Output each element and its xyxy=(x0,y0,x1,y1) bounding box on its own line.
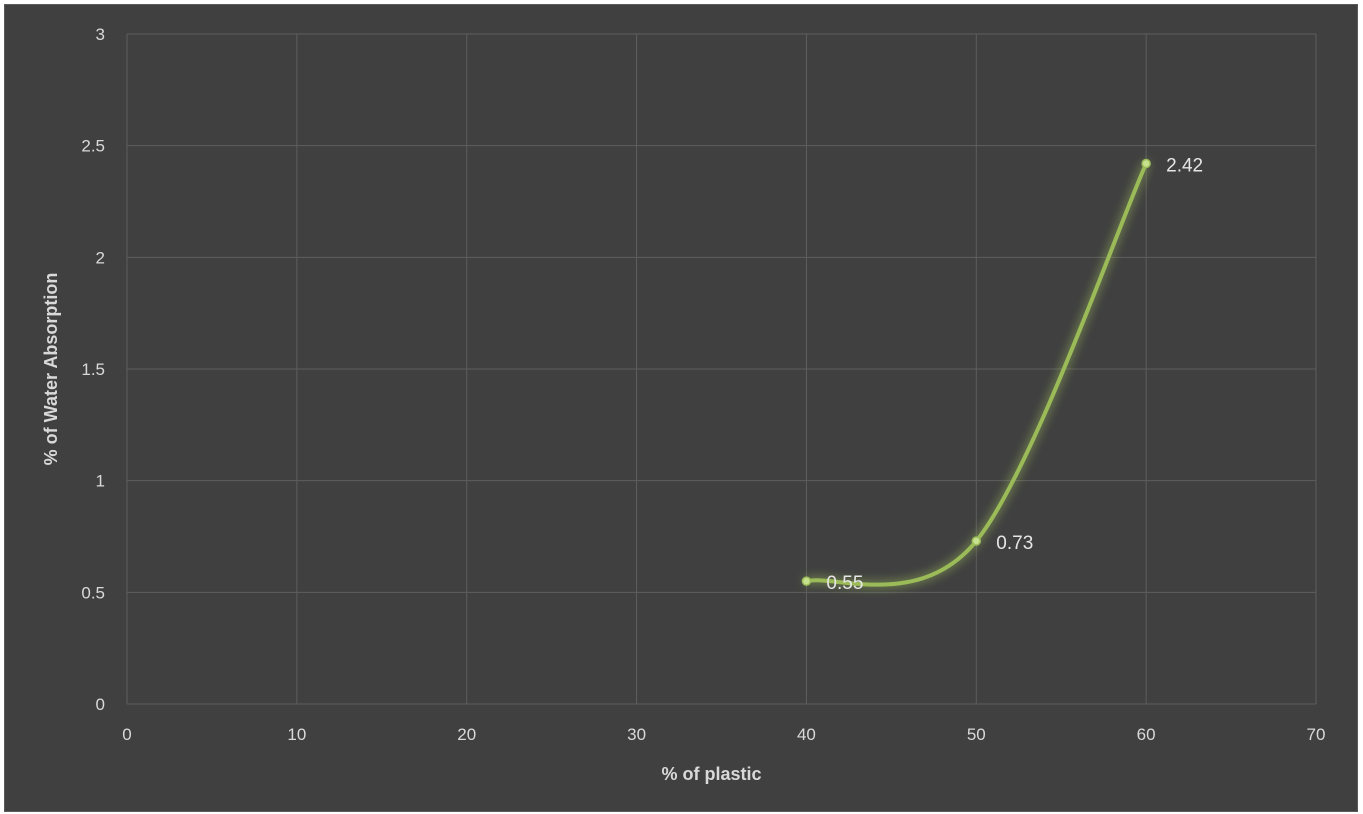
data-point xyxy=(971,536,982,546)
data-label: 0.73 xyxy=(996,533,1033,554)
chart-svg: 0 10 20 30 40 50 60 70 0 0.5 1 1.5 2 2.5 3 0.55 0.73 2.4… xyxy=(41,25,1325,784)
data-point xyxy=(801,576,812,586)
data-label: 2.42 xyxy=(1166,156,1203,177)
data-point xyxy=(1141,158,1151,169)
y-tick-label: 3 xyxy=(96,25,105,44)
data-labels: 0.55 0.73 2.42 xyxy=(826,156,1203,595)
x-tick-label: 20 xyxy=(457,725,476,744)
x-tick-label: 50 xyxy=(967,725,986,744)
x-tick-label: 60 xyxy=(1137,725,1156,744)
y-tick-label: 1 xyxy=(96,472,105,491)
series-line xyxy=(804,161,1149,587)
x-axis-title: % of plastic xyxy=(661,764,761,784)
x-tick-label: 0 xyxy=(122,725,131,744)
x-tick-label: 30 xyxy=(627,725,646,744)
y-tick-label: 0.5 xyxy=(81,583,105,602)
data-label: 0.55 xyxy=(826,573,863,594)
y-tick-label: 2 xyxy=(96,248,105,267)
y-axis-title: % of Water Absorption xyxy=(41,273,61,466)
y-tick-label: 2.5 xyxy=(81,137,105,156)
y-tick-label: 0 xyxy=(96,695,105,714)
gridlines xyxy=(126,33,1317,705)
series-layer xyxy=(801,158,1151,587)
tick-labels: 0 10 20 30 40 50 60 70 0 0.5 1 1.5 2 2.5 3 xyxy=(81,25,1325,744)
x-tick-label: 10 xyxy=(287,725,306,744)
x-tick-label: 40 xyxy=(797,725,816,744)
y-tick-label: 1.5 xyxy=(81,360,105,379)
x-tick-label: 70 xyxy=(1307,725,1326,744)
chart-area: 0 10 20 30 40 50 60 70 0 0.5 1 1.5 2 2.5 3 0.55 0.73 2.4… xyxy=(4,4,1358,812)
